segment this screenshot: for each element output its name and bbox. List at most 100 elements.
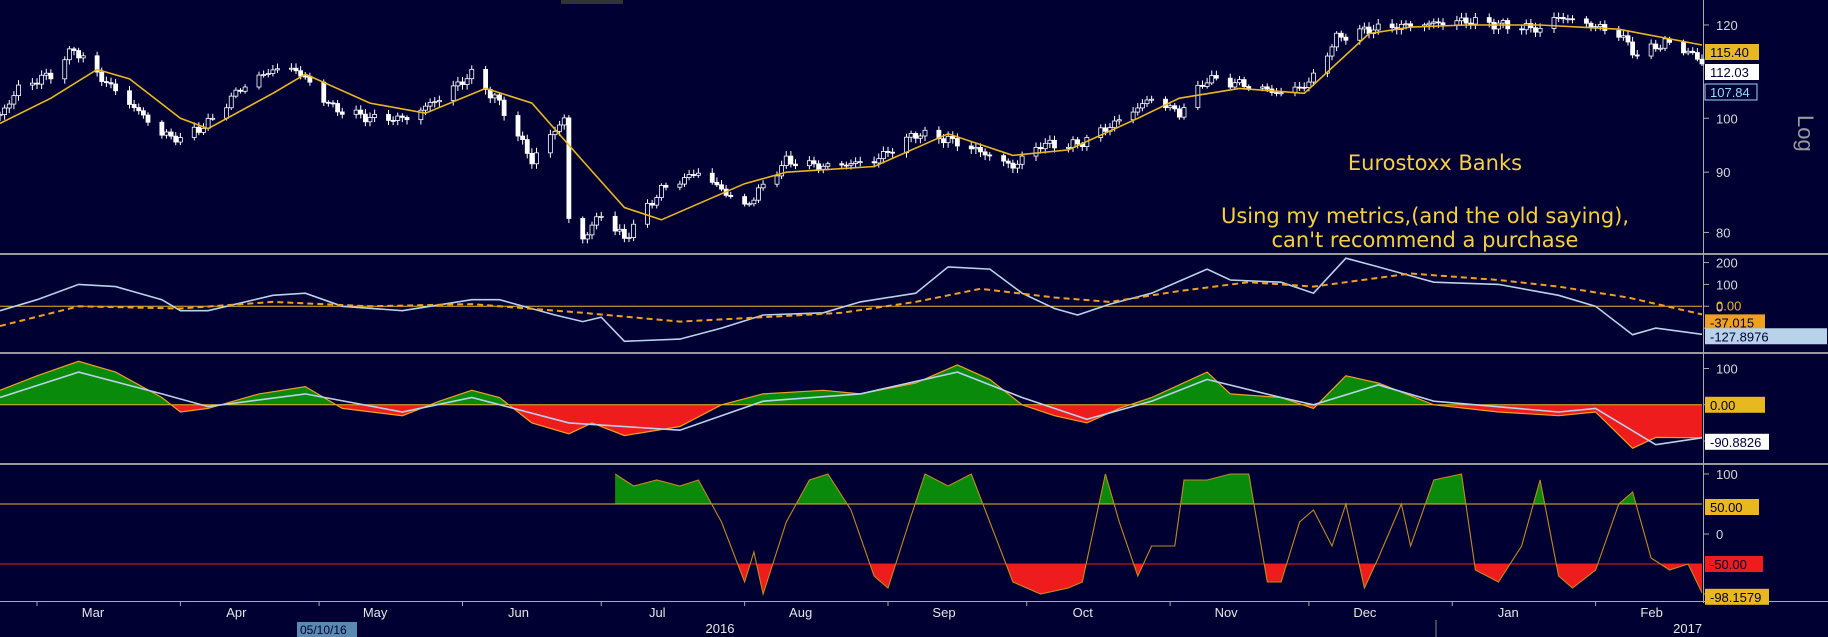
candle-body: [922, 129, 928, 137]
candle-body: [806, 160, 812, 167]
candle-body: [1519, 28, 1525, 31]
candle-body: [649, 202, 655, 206]
momentum-signal-line: [0, 272, 1703, 327]
candle-body: [1070, 139, 1076, 148]
candle-body: [524, 139, 530, 154]
candle-body: [566, 117, 572, 219]
stochastic-overbought-area: [615, 474, 1702, 504]
candle-body: [1195, 84, 1201, 108]
candle-body: [853, 161, 859, 164]
price-value-tag-bg: [1705, 44, 1759, 60]
candle-body: [1311, 72, 1316, 83]
oscillator-value-tag-bg: [1705, 396, 1765, 413]
annotation-line-1: Using my metrics,(and the old saying),: [1220, 204, 1630, 228]
candle-body: [1200, 84, 1205, 87]
oscillator-axis-tick-label: 100: [1716, 362, 1738, 377]
candle-body: [677, 183, 683, 188]
price-axis-tick-label: 80: [1716, 225, 1730, 240]
candle-body: [164, 131, 169, 136]
candle-body: [1005, 160, 1011, 164]
candle-body: [1657, 47, 1663, 50]
candle-body: [820, 165, 826, 170]
candle-body: [848, 163, 854, 166]
candle-body: [1227, 77, 1233, 88]
candle-body: [1403, 23, 1409, 26]
candle-body: [418, 109, 424, 121]
candle-body: [1135, 107, 1141, 113]
panel-separator: [0, 352, 1828, 354]
candle-body: [353, 109, 359, 115]
candle-body: [39, 74, 45, 85]
candle-body: [113, 83, 119, 92]
candle-body: [719, 184, 724, 190]
month-label: Oct: [1073, 605, 1094, 620]
candle-body: [1616, 30, 1622, 38]
candle-body: [552, 130, 558, 136]
candle-body: [191, 126, 197, 138]
candle-body: [140, 110, 146, 116]
candle-body: [876, 158, 882, 164]
candle-body: [390, 119, 396, 122]
candle-body: [1324, 55, 1330, 74]
month-label: Sep: [932, 605, 955, 620]
candle-body: [1662, 38, 1668, 49]
candle-body: [1583, 18, 1589, 24]
candle-body: [1634, 54, 1640, 57]
candle-body: [1301, 86, 1307, 89]
candle-body: [173, 135, 179, 143]
candle-body: [1047, 139, 1053, 144]
month-label: May: [363, 605, 388, 620]
candle-body: [1435, 21, 1441, 24]
candle-body: [774, 175, 780, 185]
candle-body: [1167, 105, 1173, 109]
candle-body: [66, 48, 72, 61]
date-badge-label: 05/10/16: [300, 623, 347, 637]
candle-body: [520, 135, 526, 140]
candle-body: [1468, 22, 1474, 25]
candle-body: [1306, 81, 1312, 88]
candle-body: [598, 215, 604, 218]
candle-body: [1685, 50, 1691, 54]
candle-body: [1537, 28, 1543, 33]
momentum-line: [0, 257, 1703, 343]
candle-body: [857, 161, 863, 164]
candle-body: [816, 163, 822, 170]
candle-body: [515, 115, 521, 137]
price-axis-tick-label: 90: [1716, 165, 1730, 180]
oscillator-value-tag-label: 0.00: [1710, 398, 1735, 413]
candle-body: [1274, 92, 1279, 94]
candle-body: [1620, 35, 1626, 38]
candle-body: [196, 126, 202, 133]
candle-body: [127, 90, 132, 105]
candle-body: [1551, 17, 1557, 29]
candle-body: [6, 103, 12, 109]
candle-body: [1098, 127, 1104, 138]
candle-body: [339, 111, 345, 115]
candle-body: [238, 89, 243, 92]
candle-body: [714, 181, 720, 186]
candle-body: [645, 202, 650, 225]
candle-body: [589, 224, 595, 236]
candle-body: [1565, 18, 1571, 21]
candle-body: [1042, 142, 1048, 150]
oscillator-signal-line: [0, 371, 1703, 446]
candle-body: [205, 118, 211, 129]
candle-body: [1694, 52, 1700, 60]
candle-body: [1496, 22, 1501, 30]
price-value-tag-label: 107.84: [1710, 85, 1750, 100]
candle-body: [1149, 98, 1155, 101]
candle-body: [1523, 23, 1529, 31]
candle-body: [460, 81, 465, 85]
candle-body: [1440, 22, 1446, 26]
chart-title: Eurostoxx Banks: [1347, 151, 1523, 175]
candle-body: [756, 187, 761, 201]
oscillator-value-tag: -90.8826: [1705, 433, 1769, 450]
stochastic-threshold-tag-label: -50.00: [1710, 557, 1747, 572]
candle-body: [1597, 24, 1603, 28]
candle-body: [1052, 139, 1057, 149]
candle-body: [450, 85, 456, 101]
candle-body: [1630, 41, 1636, 56]
candle-body: [793, 163, 798, 167]
candle-body: [29, 82, 35, 86]
